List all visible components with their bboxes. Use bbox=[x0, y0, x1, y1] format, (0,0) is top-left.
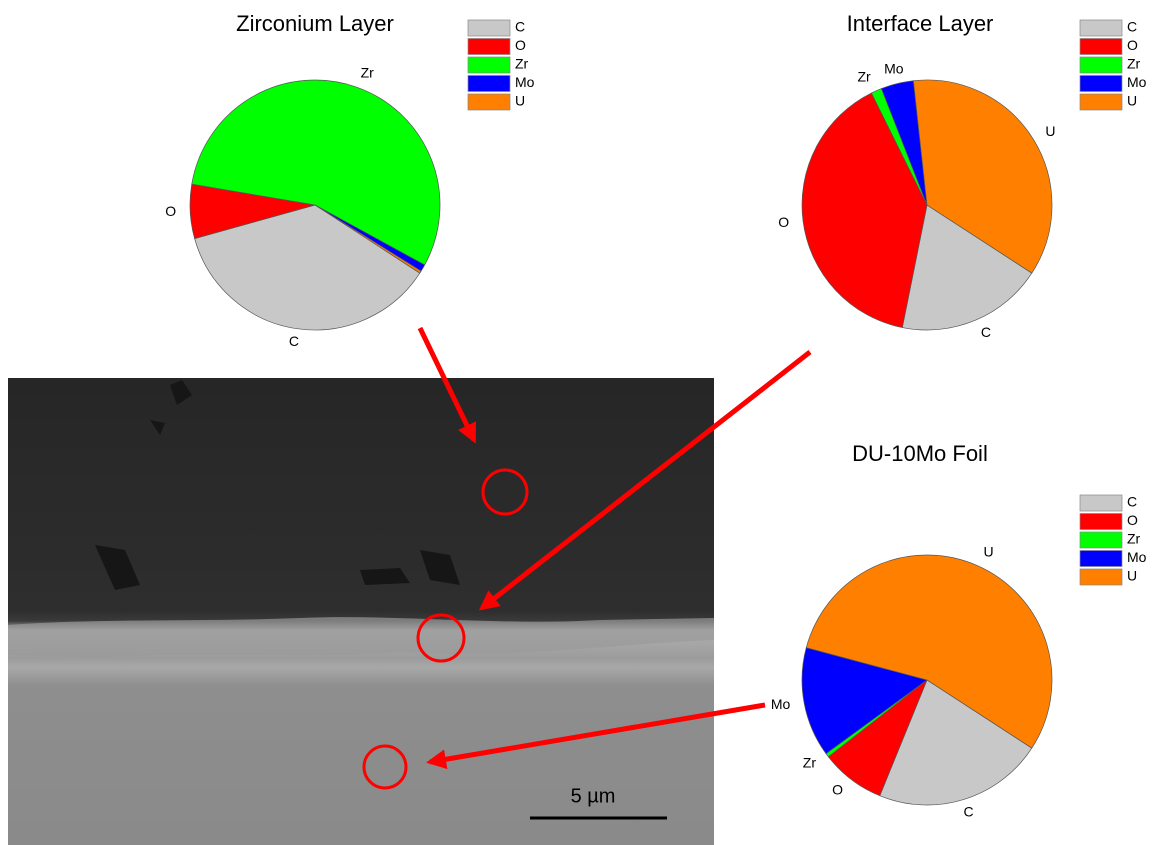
slice-label: U bbox=[984, 544, 994, 560]
legend-label: C bbox=[1127, 494, 1137, 510]
legend-swatch bbox=[468, 20, 510, 36]
sem-background bbox=[8, 378, 714, 845]
legend-label: Mo bbox=[1127, 549, 1147, 565]
slice-label: O bbox=[832, 782, 843, 798]
slice-label: Zr bbox=[803, 754, 817, 770]
legend-swatch bbox=[468, 76, 510, 92]
legend-swatch bbox=[468, 94, 510, 110]
legend-swatch bbox=[468, 39, 510, 55]
slice-label: O bbox=[165, 203, 176, 219]
legend-label: O bbox=[1127, 37, 1138, 53]
legend-swatch bbox=[1080, 76, 1122, 92]
figure: 5 µm Zirconium LayerCOZrCOZrMoUInterface… bbox=[0, 0, 1156, 845]
scale-bar-label: 5 µm bbox=[571, 785, 616, 807]
legend-label: Zr bbox=[515, 56, 529, 72]
legend-label: C bbox=[515, 19, 525, 35]
legend-label: U bbox=[1127, 93, 1137, 109]
legend-swatch bbox=[1080, 532, 1122, 548]
legend-label: Mo bbox=[1127, 74, 1147, 90]
slice-label: Mo bbox=[771, 696, 791, 712]
legend-label: O bbox=[515, 37, 526, 53]
legend-label: U bbox=[515, 93, 525, 109]
legend-swatch bbox=[1080, 551, 1122, 567]
chart-title: Interface Layer bbox=[847, 11, 994, 36]
slice-label: O bbox=[778, 214, 789, 230]
slice-label: C bbox=[981, 324, 991, 340]
slice-label: Zr bbox=[858, 69, 872, 85]
legend-swatch bbox=[1080, 57, 1122, 73]
legend-label: Mo bbox=[515, 74, 535, 90]
slice-label: Zr bbox=[361, 64, 375, 80]
legend-label: Zr bbox=[1127, 531, 1141, 547]
legend-swatch bbox=[1080, 20, 1122, 36]
legend-swatch bbox=[468, 57, 510, 73]
legend-swatch bbox=[1080, 569, 1122, 585]
sem-image: 5 µm bbox=[8, 378, 714, 845]
legend-label: U bbox=[1127, 568, 1137, 584]
legend-swatch bbox=[1080, 39, 1122, 55]
legend-swatch bbox=[1080, 514, 1122, 530]
chart-title: Zirconium Layer bbox=[236, 11, 394, 36]
chart-title: DU-10Mo Foil bbox=[852, 441, 988, 466]
slice-label: U bbox=[1045, 123, 1055, 139]
legend-swatch bbox=[1080, 94, 1122, 110]
legend-label: O bbox=[1127, 512, 1138, 528]
legend-swatch bbox=[1080, 495, 1122, 511]
legend-label: C bbox=[1127, 19, 1137, 35]
slice-label: C bbox=[964, 803, 974, 819]
legend-label: Zr bbox=[1127, 56, 1141, 72]
slice-label: Mo bbox=[884, 61, 904, 77]
slice-label: C bbox=[289, 333, 299, 349]
